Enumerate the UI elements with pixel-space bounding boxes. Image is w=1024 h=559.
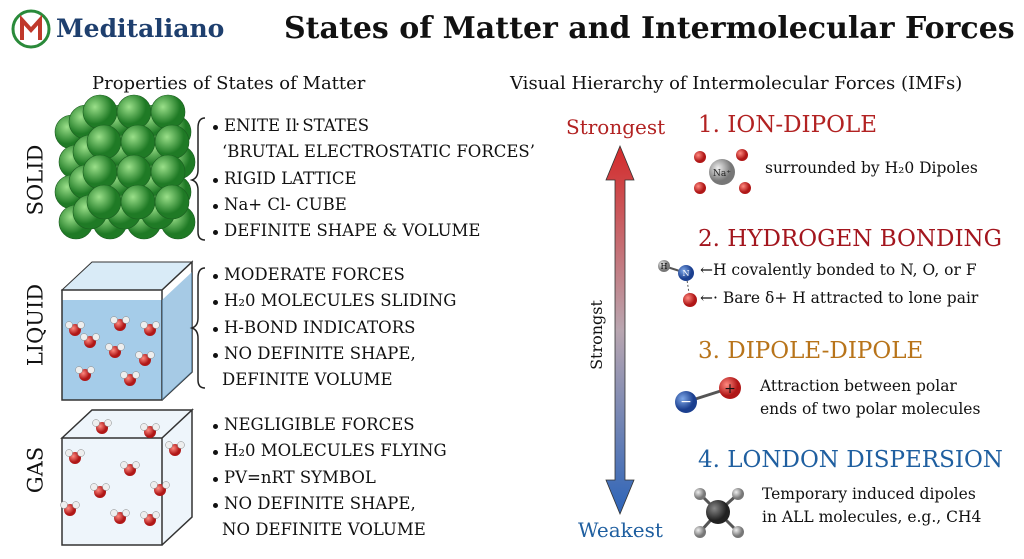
force-description: ends of two polar molecules xyxy=(760,400,981,418)
bullet-text: DEFINITE SHAPE & VOLUME xyxy=(212,221,481,241)
bullet-text: RIGID LATTICE xyxy=(213,168,357,188)
state-label: LIQUID xyxy=(23,283,48,367)
bullet-text: Na+ Cl- CUBE xyxy=(213,194,347,214)
gas-cube xyxy=(60,408,194,546)
icon-label: N xyxy=(683,269,690,278)
logo: Meditaliano xyxy=(56,14,225,43)
weakest-label: Weakest xyxy=(578,518,663,542)
force-description: Temporary induced dipoles xyxy=(762,485,976,503)
icon-label: − xyxy=(680,394,692,410)
icon-label: + xyxy=(724,381,736,397)
force-title: 4. LONDON DISPERSION xyxy=(698,447,1003,473)
title: States of Matter and Intermolecular Forc… xyxy=(284,11,1015,46)
strength-arrow xyxy=(605,144,635,516)
hydrogen-bond-icon: H N xyxy=(658,260,697,307)
state-label: GAS xyxy=(23,446,48,494)
force-description: in ALL molecules, e.g., CH4 xyxy=(762,508,982,526)
methane-icon xyxy=(694,488,744,538)
force-title: 2. HYDROGEN BONDING xyxy=(698,226,1003,252)
state-label: SOLID xyxy=(23,144,48,216)
force-description: surrounded by H₂0 Dipoles xyxy=(765,159,978,177)
solid-lattice xyxy=(54,94,196,240)
force-description: ←H covalently bonded to N, O, or F xyxy=(700,261,977,279)
force-title: 1. ION-DIPOLE xyxy=(698,112,878,138)
section-heading: Visual Hierarchy of Intermolecular Force… xyxy=(510,73,963,94)
ion-dipole-icon: Na⁺ xyxy=(694,149,751,194)
icon-label: H xyxy=(661,262,668,271)
strongest-label: Strongest xyxy=(566,115,666,139)
bullet-text: NEGLIGIBLE FORCES xyxy=(213,415,415,434)
force-description: Attraction between polar xyxy=(760,377,957,395)
logo-icon xyxy=(11,9,51,49)
bullet-text: PV=nRT SYMBOL xyxy=(213,467,376,487)
bullet-text: H₂0 MOLECULES SLIDING xyxy=(212,291,457,311)
bullet-text: ‘BRUTAL ELECTROSTATIC FORCES’ xyxy=(222,142,535,162)
bullet-text: NO DEFINITE VOLUME xyxy=(222,520,426,540)
bullet-text: DEFINITE VOLUME xyxy=(222,370,393,390)
bullet-text: NO DEFINITE SHAPE, xyxy=(213,343,416,363)
braces xyxy=(189,117,206,389)
bullet-text: H-BOND INDICATORS xyxy=(212,317,416,337)
force-description: ←· Bare δ+ H attracted to lone pair xyxy=(700,289,979,307)
bullet-text: H₂0 MOLECULES FLYING xyxy=(213,441,447,461)
icon-label: Na⁺ xyxy=(713,169,731,179)
bullet-text: MODERATE FORCES xyxy=(213,265,405,284)
section-heading: Properties of States of Matter xyxy=(92,73,366,94)
bullet-text: ENITE Iŀ STATES xyxy=(212,116,370,135)
bullet-text: NO DEFINITE SHAPE, xyxy=(213,493,416,513)
water-molecules xyxy=(60,316,185,526)
arrow-label: Strongst xyxy=(587,300,606,370)
force-title: 3. DIPOLE-DIPOLE xyxy=(698,338,924,364)
dipole-icon: − + xyxy=(675,377,741,413)
